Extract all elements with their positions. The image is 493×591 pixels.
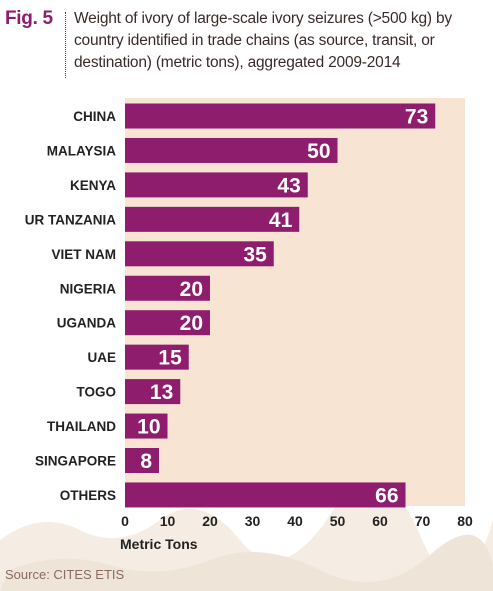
x-tick-label: 10 [160,513,176,529]
x-tick-label: 80 [457,513,473,529]
bar-togo [125,379,181,405]
value-label: 50 [307,140,330,163]
bar-kenya [125,172,308,198]
x-tick-label: 40 [287,513,303,529]
figure-label: Fig. 5 [5,8,53,29]
value-label: 15 [158,347,182,370]
value-label: 20 [180,312,203,335]
x-tick-label: 50 [330,513,346,529]
bar-uae [125,344,189,370]
plot-area [125,98,465,506]
value-label: 10 [137,416,160,439]
x-tick-label: 0 [121,513,129,529]
category-label: VIET NAM [51,247,116,262]
x-tick-label: 30 [245,513,261,529]
bar-viet-nam [125,241,274,267]
bar-uganda [125,310,210,336]
value-label: 73 [405,106,428,129]
background-texture [0,481,493,591]
bar-others [125,482,406,508]
value-label: 43 [277,174,300,197]
category-label: CHINA [73,109,116,124]
x-tick-label: 70 [415,513,431,529]
category-label: OTHERS [60,488,116,503]
x-tick-label: 20 [202,513,218,529]
x-axis-title: Metric Tons [120,536,198,552]
figure-header: Fig. 5 Weight of ivory of large-scale iv… [0,0,493,90]
category-label: SINGAPORE [35,454,116,469]
category-label: UGANDA [57,316,116,331]
category-label: UAE [87,350,116,365]
value-label: 41 [269,209,293,232]
category-label: MALAYSIA [47,143,117,158]
bar-singapore [125,448,159,473]
bar-ur-tanzania [125,206,300,232]
category-label: KENYA [70,178,116,193]
figure-title: Weight of ivory of large-scale ivory sei… [74,10,452,71]
category-label: THAILAND [47,419,116,434]
bar-malaysia [125,137,338,163]
x-tick-label: 60 [372,513,388,529]
category-label: TOGO [76,385,116,400]
category-label: UR TANZANIA [25,212,116,227]
bar-thailand [125,413,168,439]
value-label: 8 [140,450,152,473]
bar-china [125,103,436,129]
bar-nigeria [125,275,210,301]
category-label: NIGERIA [60,281,117,296]
value-label: 20 [180,278,203,301]
value-label: 13 [150,381,173,404]
header-divider [65,12,66,78]
value-label: 35 [243,243,267,266]
value-label: 66 [375,484,398,507]
source-note: Source: CITES ETIS [5,567,125,582]
